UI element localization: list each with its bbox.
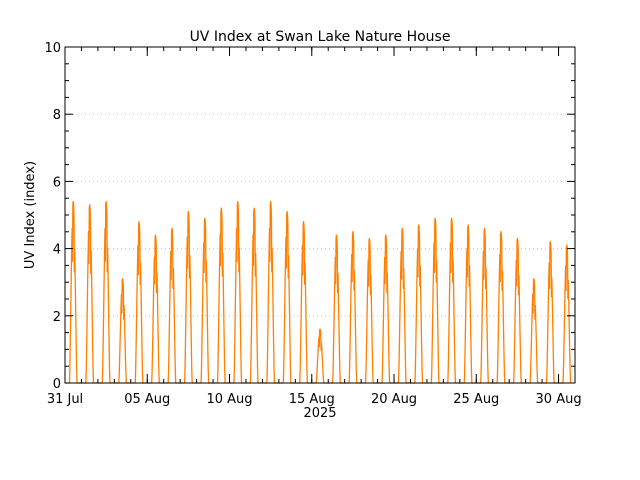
- daily-peak-point: [549, 241, 551, 243]
- y-tick-label: 2: [53, 310, 61, 325]
- daily-peak-point: [302, 221, 305, 223]
- daily-peak-point: [368, 237, 370, 240]
- x-axis-label: 2025: [303, 406, 336, 421]
- daily-peak-point: [121, 278, 124, 280]
- daily-peak-point: [154, 234, 157, 236]
- daily-peak-point: [138, 221, 140, 223]
- y-tick-label: 4: [53, 243, 61, 258]
- daily-peak-point: [286, 211, 288, 213]
- daily-peak-point: [187, 211, 189, 213]
- x-tick-label: 25 Aug: [453, 392, 499, 407]
- x-tick-label: 05 Aug: [124, 392, 170, 407]
- y-axis-label: UV Index (index): [23, 161, 38, 269]
- daily-peak-point: [451, 217, 453, 219]
- daily-peak-point: [533, 278, 535, 280]
- daily-peak-point: [500, 231, 502, 233]
- daily-peak-point: [220, 207, 222, 209]
- daily-peak-point: [516, 237, 519, 240]
- data-series: [65, 200, 572, 384]
- y-tick-label: 6: [53, 175, 61, 190]
- x-tick-label: 20 Aug: [371, 392, 417, 407]
- y-axis: 0 2 4 6 8 10: [44, 41, 575, 392]
- uv-index-line: [65, 200, 572, 384]
- daily-peak-point: [467, 224, 469, 226]
- grid-lines: [65, 113, 575, 317]
- daily-peak-point: [237, 200, 239, 203]
- daily-peak-point: [204, 217, 206, 219]
- daily-peak-point: [352, 231, 354, 233]
- daily-peak-point: [418, 224, 420, 226]
- daily-peak-point: [72, 200, 74, 203]
- daily-peak-point: [253, 207, 255, 209]
- x-tick-label: 10 Aug: [206, 392, 252, 407]
- daily-peak-point: [434, 217, 436, 219]
- daily-peak-point: [89, 204, 91, 206]
- x-tick-label: 30 Aug: [536, 392, 582, 407]
- daily-peak-point: [319, 328, 321, 330]
- daily-peak-point: [385, 234, 387, 236]
- chart-title: UV Index at Swan Lake Nature House: [190, 29, 451, 45]
- y-tick-label: 10: [44, 41, 61, 56]
- daily-peak-point: [105, 200, 107, 203]
- daily-peak-point: [270, 200, 272, 203]
- x-tick-label: 31 Jul: [47, 392, 83, 407]
- daily-peak-point: [335, 234, 338, 236]
- x-axis: 31 Jul 05 Aug 10 Aug 15 Aug 20 Aug 25 Aug 30 A…: [47, 47, 582, 407]
- y-tick-label: 8: [53, 108, 61, 123]
- daily-peak-point: [171, 227, 173, 230]
- daily-peak-point: [483, 227, 486, 230]
- y-tick-label: 0: [53, 377, 61, 392]
- x-tick-label: 15 Aug: [289, 392, 335, 407]
- daily-peak-point: [401, 227, 403, 230]
- daily-peak-point: [566, 244, 568, 246]
